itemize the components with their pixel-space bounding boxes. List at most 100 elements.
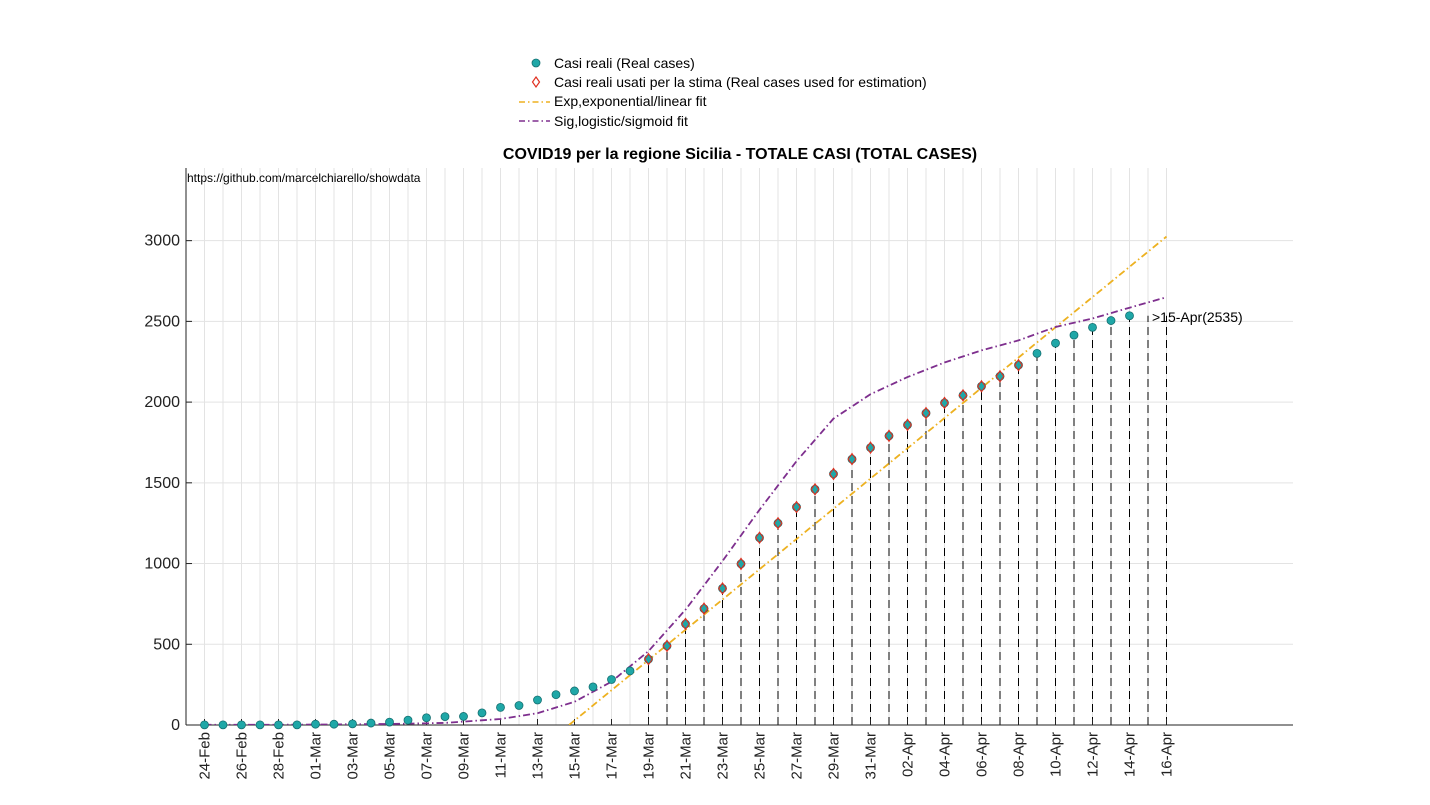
x-tick-label: 25-Mar: [752, 732, 769, 780]
chart-title: COVID19 per la regione Sicilia - TOTALE …: [503, 146, 977, 163]
y-tick-label: 500: [153, 636, 180, 653]
estimation-point: [699, 602, 709, 616]
x-tick-label: 07-Mar: [419, 732, 436, 780]
real-case-point: [940, 398, 949, 408]
real-case-point: [903, 420, 912, 430]
estimation-point: [847, 452, 857, 466]
real-case-point: [1032, 348, 1042, 358]
x-tick-label: 10-Apr: [1048, 732, 1065, 777]
y-tick-label: 0: [171, 717, 180, 734]
estimation-point: [644, 652, 653, 666]
y-tick-label: 1500: [144, 475, 180, 492]
real-case-point: [866, 443, 875, 453]
annotation-label: >15-Apr(2535): [1152, 309, 1243, 325]
real-case-point: [459, 712, 468, 721]
y-tick-label: 2000: [144, 394, 180, 411]
x-tick-label: 14-Apr: [1122, 732, 1139, 777]
real-case-point: [699, 604, 709, 613]
real-case-point: [625, 666, 635, 676]
real-case-point: [311, 719, 320, 729]
grid-layer: [186, 168, 1293, 726]
x-tick-label: 12-Apr: [1085, 732, 1102, 777]
real-case-point: [773, 518, 783, 528]
sig-fit-line: [204, 296, 1167, 725]
x-tick-label: 06-Apr: [974, 732, 991, 777]
estimation-point: [958, 388, 968, 402]
real-case-point: [588, 682, 598, 692]
estimation-point: [755, 531, 764, 545]
real-case-point: [403, 715, 413, 725]
real-case-point: [681, 619, 690, 629]
real-case-point: [1125, 311, 1134, 321]
x-tick-label: 26-Feb: [234, 732, 251, 780]
estimation-point: [662, 639, 672, 653]
estimation-point: [773, 516, 783, 530]
x-tick-label: 11-Mar: [493, 732, 510, 778]
x-tick-label: 09-Mar: [456, 732, 473, 780]
legend-item-sig-fit: Sig,logistic/sigmoid fit: [519, 113, 688, 129]
real-case-point: [977, 381, 986, 391]
x-tick-label: 03-Mar: [345, 732, 362, 780]
real-case-point: [292, 720, 302, 730]
exp-fit-line: [568, 235, 1168, 725]
estimation-point: [977, 379, 986, 393]
real-case-point: [385, 717, 394, 727]
real-case-point: [1051, 338, 1060, 348]
x-tick-label: 15-Mar: [567, 732, 584, 780]
estimation-point: [810, 482, 820, 496]
real-case-point: [496, 703, 505, 712]
legend-label-exp-fit: Exp,exponential/linear fit: [554, 93, 707, 109]
real-case-point: [422, 713, 431, 723]
real-case-point: [440, 712, 450, 722]
legend-label-estimation-cases: Casi reali usati per la stima (Real case…: [554, 74, 927, 90]
estimation-point: [884, 429, 894, 443]
y-tick-label: 2500: [144, 313, 180, 330]
real-case-point: [644, 654, 653, 664]
x-tick-label: 05-Mar: [382, 732, 399, 780]
estimation-point: [921, 406, 931, 420]
real-case-point: [329, 719, 339, 729]
stem-layer: [648, 315, 1167, 725]
x-tick-label: 02-Apr: [900, 732, 917, 777]
real-case-point: [662, 641, 672, 651]
y-tick-label: 3000: [144, 233, 180, 250]
estimation-point: [940, 396, 949, 410]
real-case-point: [255, 720, 265, 730]
estimation-point: [792, 500, 801, 514]
real-case-point: [1088, 322, 1097, 332]
x-tick-label: 04-Apr: [937, 732, 954, 777]
real-case-point: [200, 720, 209, 730]
estimation-point: [718, 581, 727, 595]
x-tick-label: 27-Mar: [789, 732, 806, 780]
line-layer: [204, 235, 1168, 725]
real-case-point: [1106, 316, 1116, 325]
real-case-point: [810, 484, 820, 494]
real-case-point: [1014, 360, 1023, 370]
estimation-point: [681, 617, 690, 631]
estimation-point: [866, 441, 875, 455]
real-case-point: [736, 559, 746, 569]
legend: Casi reali (Real cases) Casi reali usati…: [519, 55, 927, 129]
real-case-point: [995, 371, 1005, 381]
real-case-point: [218, 720, 228, 730]
real-case-point: [237, 720, 246, 730]
real-case-point: [366, 718, 376, 728]
real-case-point: [274, 720, 283, 730]
x-tick-label: 16-Apr: [1159, 732, 1176, 777]
x-tick-label: 19-Mar: [641, 732, 658, 780]
real-case-point: [755, 533, 764, 543]
real-case-point: [1069, 330, 1079, 340]
legend-item-real-cases: Casi reali (Real cases): [531, 55, 695, 71]
axis-layer: 0 500 1000 1500 2000 2500 3000 24-Feb 26-Feb 28-F…: [144, 168, 1293, 780]
real-case-point: [958, 390, 968, 400]
text-layer: COVID19 per la regione Sicilia - TOTALE …: [187, 146, 1243, 325]
legend-item-estimation-cases: Casi reali usati per la stima (Real case…: [531, 74, 927, 90]
real-case-point: [847, 454, 857, 464]
real-case-point: [348, 719, 357, 729]
real-case-point: [551, 690, 561, 700]
legend-label-sig-fit: Sig,logistic/sigmoid fit: [554, 113, 688, 129]
legend-label-real-cases: Casi reali (Real cases): [554, 55, 695, 71]
x-tick-label: 23-Mar: [715, 732, 732, 780]
x-tick-label: 29-Mar: [826, 732, 843, 780]
